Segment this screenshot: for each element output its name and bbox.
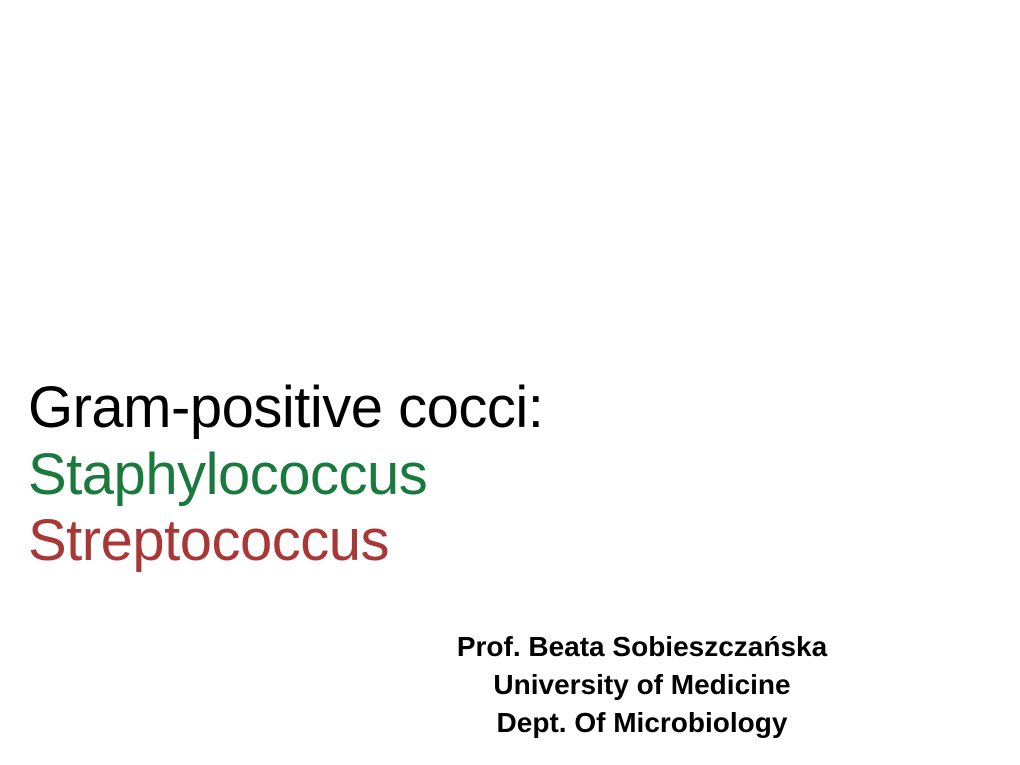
title-line-1: Gram-positive cocci: [28,375,543,442]
title-line-2: Staphylococcus [28,442,543,509]
author-institution: University of Medicine [452,666,832,704]
title-block: Gram-positive cocci: Staphylococcus Stre… [28,375,543,575]
author-name: Prof. Beata Sobieszczańska [452,628,832,666]
slide-container: Gram-positive cocci: Staphylococcus Stre… [0,0,1020,765]
author-block: Prof. Beata Sobieszczańska University of… [452,628,832,741]
title-line-3: Streptococcus [28,508,543,575]
author-department: Dept. Of Microbiology [452,704,832,742]
